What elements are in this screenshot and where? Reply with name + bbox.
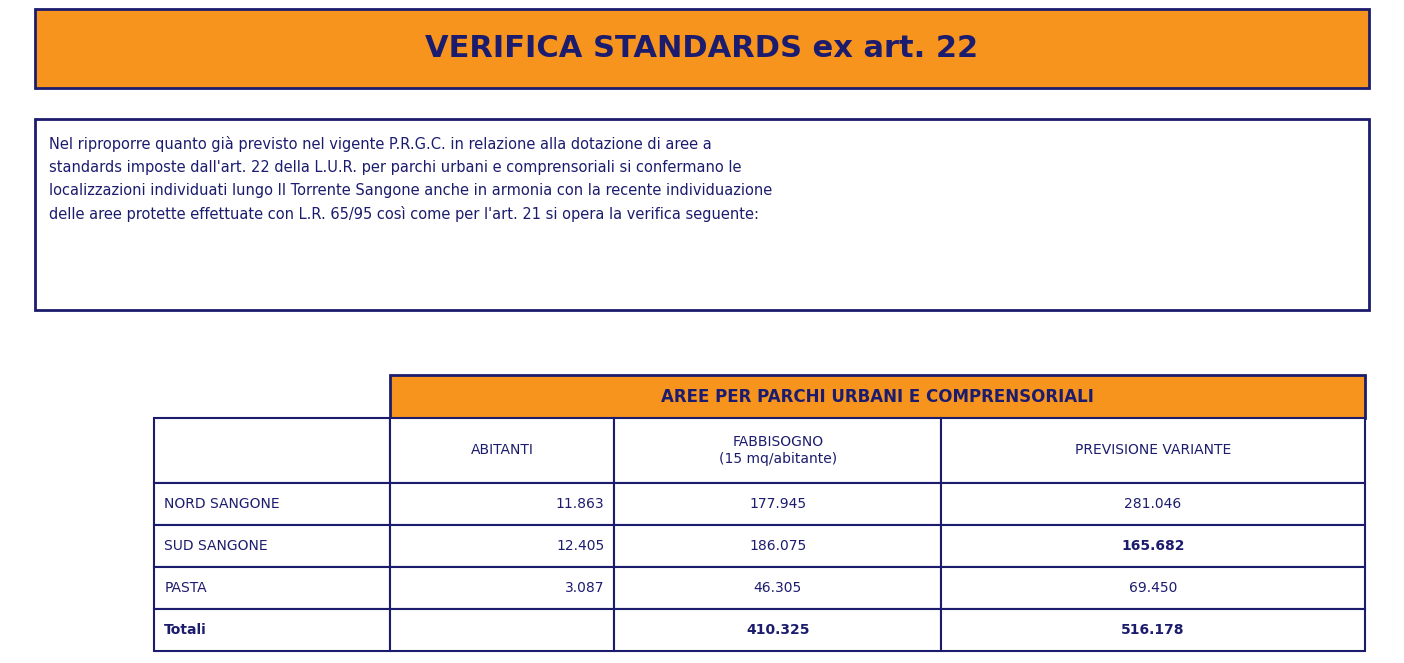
Text: 281.046: 281.046 — [1125, 497, 1182, 511]
Text: 3.087: 3.087 — [564, 581, 605, 595]
Text: SUD SANGONE: SUD SANGONE — [164, 539, 268, 553]
Text: 12.405: 12.405 — [556, 539, 605, 553]
Text: PREVISIONE VARIANTE: PREVISIONE VARIANTE — [1075, 444, 1231, 457]
Text: AREE PER PARCHI URBANI E COMPRENSORIALI: AREE PER PARCHI URBANI E COMPRENSORIALI — [661, 388, 1094, 406]
Text: Totali: Totali — [164, 623, 206, 637]
Text: FABBISOGNO
(15 mq/abitante): FABBISOGNO (15 mq/abitante) — [719, 436, 837, 465]
Text: 11.863: 11.863 — [556, 497, 605, 511]
Text: 46.305: 46.305 — [754, 581, 802, 595]
Text: NORD SANGONE: NORD SANGONE — [164, 497, 279, 511]
Text: 410.325: 410.325 — [746, 623, 810, 637]
Text: 186.075: 186.075 — [750, 539, 806, 553]
Text: VERIFICA STANDARDS ex art. 22: VERIFICA STANDARDS ex art. 22 — [425, 34, 979, 63]
Text: Nel riproporre quanto già previsto nel vigente P.R.G.C. in relazione alla dotazi: Nel riproporre quanto già previsto nel v… — [49, 136, 772, 222]
Text: 177.945: 177.945 — [750, 497, 806, 511]
Text: 69.450: 69.450 — [1129, 581, 1177, 595]
Text: ABITANTI: ABITANTI — [470, 444, 534, 457]
Text: 516.178: 516.178 — [1122, 623, 1185, 637]
Text: PASTA: PASTA — [164, 581, 206, 595]
Text: 165.682: 165.682 — [1122, 539, 1185, 553]
